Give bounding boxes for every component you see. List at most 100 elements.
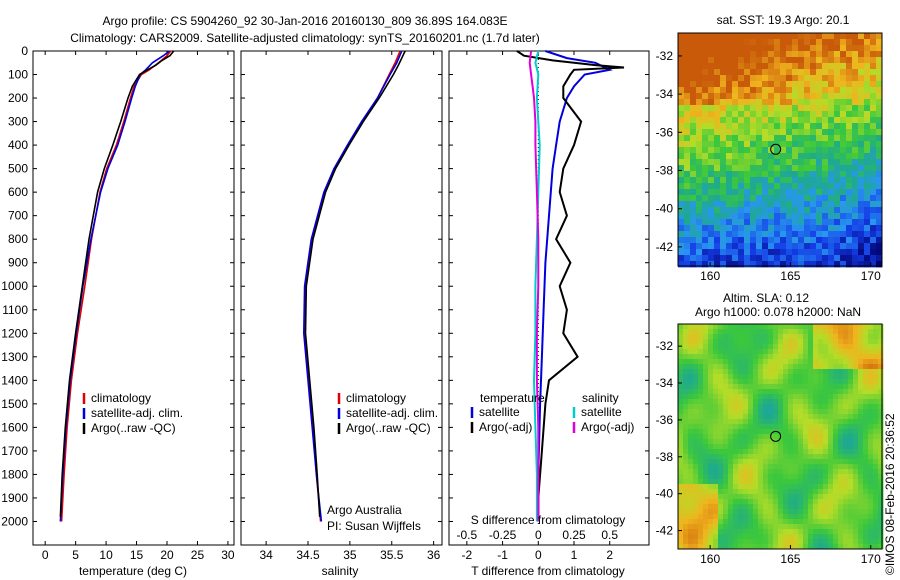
map-cell: [852, 225, 859, 232]
map-cell: [743, 349, 749, 355]
map-cell: [798, 424, 804, 430]
map-cell: [870, 57, 877, 64]
map-cell: [758, 374, 764, 380]
map-cell: [768, 165, 775, 172]
map-cell: [678, 349, 684, 355]
map-cell: [840, 105, 847, 112]
map-cell: [833, 474, 839, 480]
map-cell: [793, 394, 799, 400]
map-cell: [852, 237, 859, 244]
map-cell: [743, 484, 749, 490]
map-cell: [748, 334, 754, 340]
map-cell: [834, 195, 841, 202]
map-cell: [864, 111, 871, 118]
map-cell: [763, 474, 769, 480]
map-cell: [798, 261, 805, 268]
map-cell: [713, 524, 719, 530]
diff-xlabel-top: S difference from climatology: [471, 513, 626, 527]
map-cell: [762, 117, 769, 124]
map-cell: [792, 249, 799, 256]
map-cell: [792, 69, 799, 76]
map-cell: [684, 69, 691, 76]
map-cell: [846, 45, 853, 52]
map-cell: [848, 399, 854, 405]
map-cell: [718, 384, 724, 390]
map-cell: [690, 105, 697, 112]
map-cell: [744, 183, 751, 190]
map-cell: [693, 424, 699, 430]
map-cell: [876, 147, 883, 154]
map-cell: [808, 354, 814, 360]
x-tick-label: 30: [221, 548, 235, 562]
map-cell: [813, 399, 819, 405]
map-cell: [698, 514, 704, 520]
map-cell: [698, 419, 704, 425]
map-cell: [708, 87, 715, 94]
map-cell: [852, 63, 859, 70]
map-cell: [870, 213, 877, 220]
map-cell: [816, 69, 823, 76]
map-cell: [853, 359, 859, 365]
map-cell: [793, 364, 799, 370]
map-cell: [808, 459, 814, 465]
map-cell: [778, 514, 784, 520]
map-cell: [848, 474, 854, 480]
map-cell: [848, 504, 854, 510]
map-cell: [698, 544, 704, 550]
map-cell: [748, 419, 754, 425]
map-cell: [768, 344, 774, 350]
map-cell: [714, 51, 721, 58]
map-cell: [798, 183, 805, 190]
map-cell: [753, 344, 759, 350]
map-cell: [720, 45, 727, 52]
map-cell: [732, 165, 739, 172]
map-cell: [756, 75, 763, 82]
map-cell: [693, 434, 699, 440]
map-cell: [688, 374, 694, 380]
map-cell: [726, 105, 733, 112]
map-cell: [726, 171, 733, 178]
map-cell: [743, 449, 749, 455]
map-cell: [843, 329, 849, 335]
map-cell: [690, 111, 697, 118]
map-cell: [798, 249, 805, 256]
map-cell: [840, 93, 847, 100]
map-cell: [756, 177, 763, 184]
map-cell: [773, 454, 779, 460]
map-cell: [843, 504, 849, 510]
map-cell: [813, 449, 819, 455]
map-cell: [763, 419, 769, 425]
map-cell: [733, 499, 739, 505]
map-cell: [702, 141, 709, 148]
map-cell: [768, 519, 774, 525]
imos-credit: ©IMOS 08-Feb-2016 20:36:52: [883, 413, 897, 575]
map-cell: [683, 384, 689, 390]
map-cell: [693, 344, 699, 350]
map-cell: [788, 329, 794, 335]
map-cell: [792, 219, 799, 226]
map-cell: [792, 81, 799, 88]
map-cell: [683, 519, 689, 525]
map-cell: [718, 369, 724, 375]
map-cell: [768, 135, 775, 142]
map-cell: [748, 429, 754, 435]
map-cell: [708, 334, 714, 340]
map-cell: [822, 165, 829, 172]
map-cell: [852, 231, 859, 238]
map-cell: [838, 419, 844, 425]
map-cell: [768, 399, 774, 405]
map-cell: [873, 384, 879, 390]
map-cell: [723, 504, 729, 510]
map-cell: [768, 231, 775, 238]
map-cell: [723, 444, 729, 450]
legend-label: Argo(-adj): [479, 420, 532, 434]
legend-label: satellite-adj. clim.: [346, 406, 438, 420]
map-cell: [878, 329, 884, 335]
legend-label: Argo(..raw -QC): [91, 421, 176, 435]
map-cell: [773, 534, 779, 540]
map-cell: [858, 484, 864, 490]
map-cell: [683, 509, 689, 515]
map-cell: [858, 69, 865, 76]
map-cell: [780, 213, 787, 220]
map-cell: [726, 201, 733, 208]
